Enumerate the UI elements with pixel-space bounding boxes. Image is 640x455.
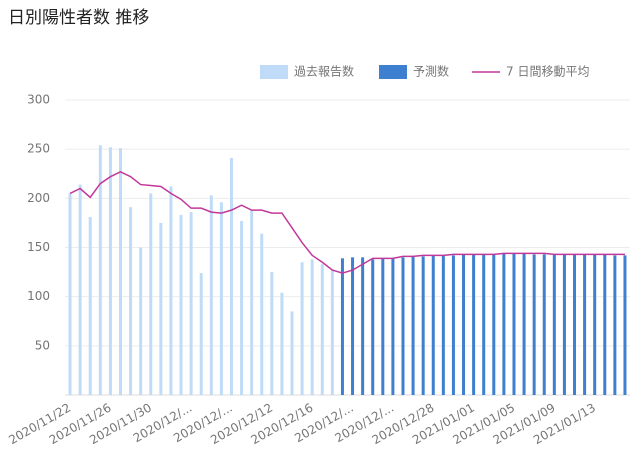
y-tick-label: 300 [27,93,50,107]
bar [118,148,122,395]
bar [280,292,284,395]
bar [98,145,102,395]
bar [552,254,556,395]
legend-swatch [260,65,288,79]
bar [179,215,183,395]
bar [441,255,445,395]
bar [462,254,466,395]
y-tick-label: 100 [27,289,50,303]
chart-title: 日別陽性者数 推移 [8,8,149,28]
legend-label: 7 日間移動平均 [506,65,589,79]
bar [573,254,577,395]
bar [88,217,92,395]
line [69,170,625,274]
bar [401,257,405,395]
bar [562,254,566,395]
bar [340,258,344,395]
bar [199,273,203,395]
bar [623,255,627,395]
bar [290,311,294,395]
y-tick-label: 250 [27,142,50,156]
bar [149,193,153,395]
y-tick-label: 150 [27,240,50,254]
bar [593,254,597,395]
bar [108,147,112,395]
bar [209,195,213,395]
y-tick-label: 50 [35,338,50,352]
bar [68,193,72,395]
bar [310,259,314,395]
bar [381,258,385,395]
legend-label: 予測数 [413,64,449,79]
bar [240,220,244,395]
bar [250,210,254,395]
bar [603,254,607,395]
bar [320,264,324,395]
bar [451,255,455,395]
y-tick-label: 200 [27,191,50,205]
bar [532,254,536,395]
bar [411,256,415,395]
bar [391,258,395,395]
bar [260,233,264,395]
legend-label: 過去報告数 [294,64,354,79]
bar [542,254,546,395]
bar [219,202,223,395]
bar [159,222,163,395]
bar [78,184,82,395]
bar [583,254,587,395]
bar [502,253,506,395]
bar [330,269,334,395]
bar [421,256,425,395]
bar [431,255,435,395]
bar [351,257,355,395]
bar [300,262,304,395]
bar [482,254,486,395]
bar [270,272,274,395]
bar [371,259,375,395]
bar [129,207,133,395]
bar [492,254,496,395]
bar [613,255,617,395]
bar [522,253,526,395]
bar [189,212,193,395]
bar [361,257,365,395]
bar [472,254,476,395]
bar [229,158,233,395]
bar [512,253,516,395]
legend-swatch [379,65,407,79]
bar [139,247,143,395]
bar [169,186,173,395]
